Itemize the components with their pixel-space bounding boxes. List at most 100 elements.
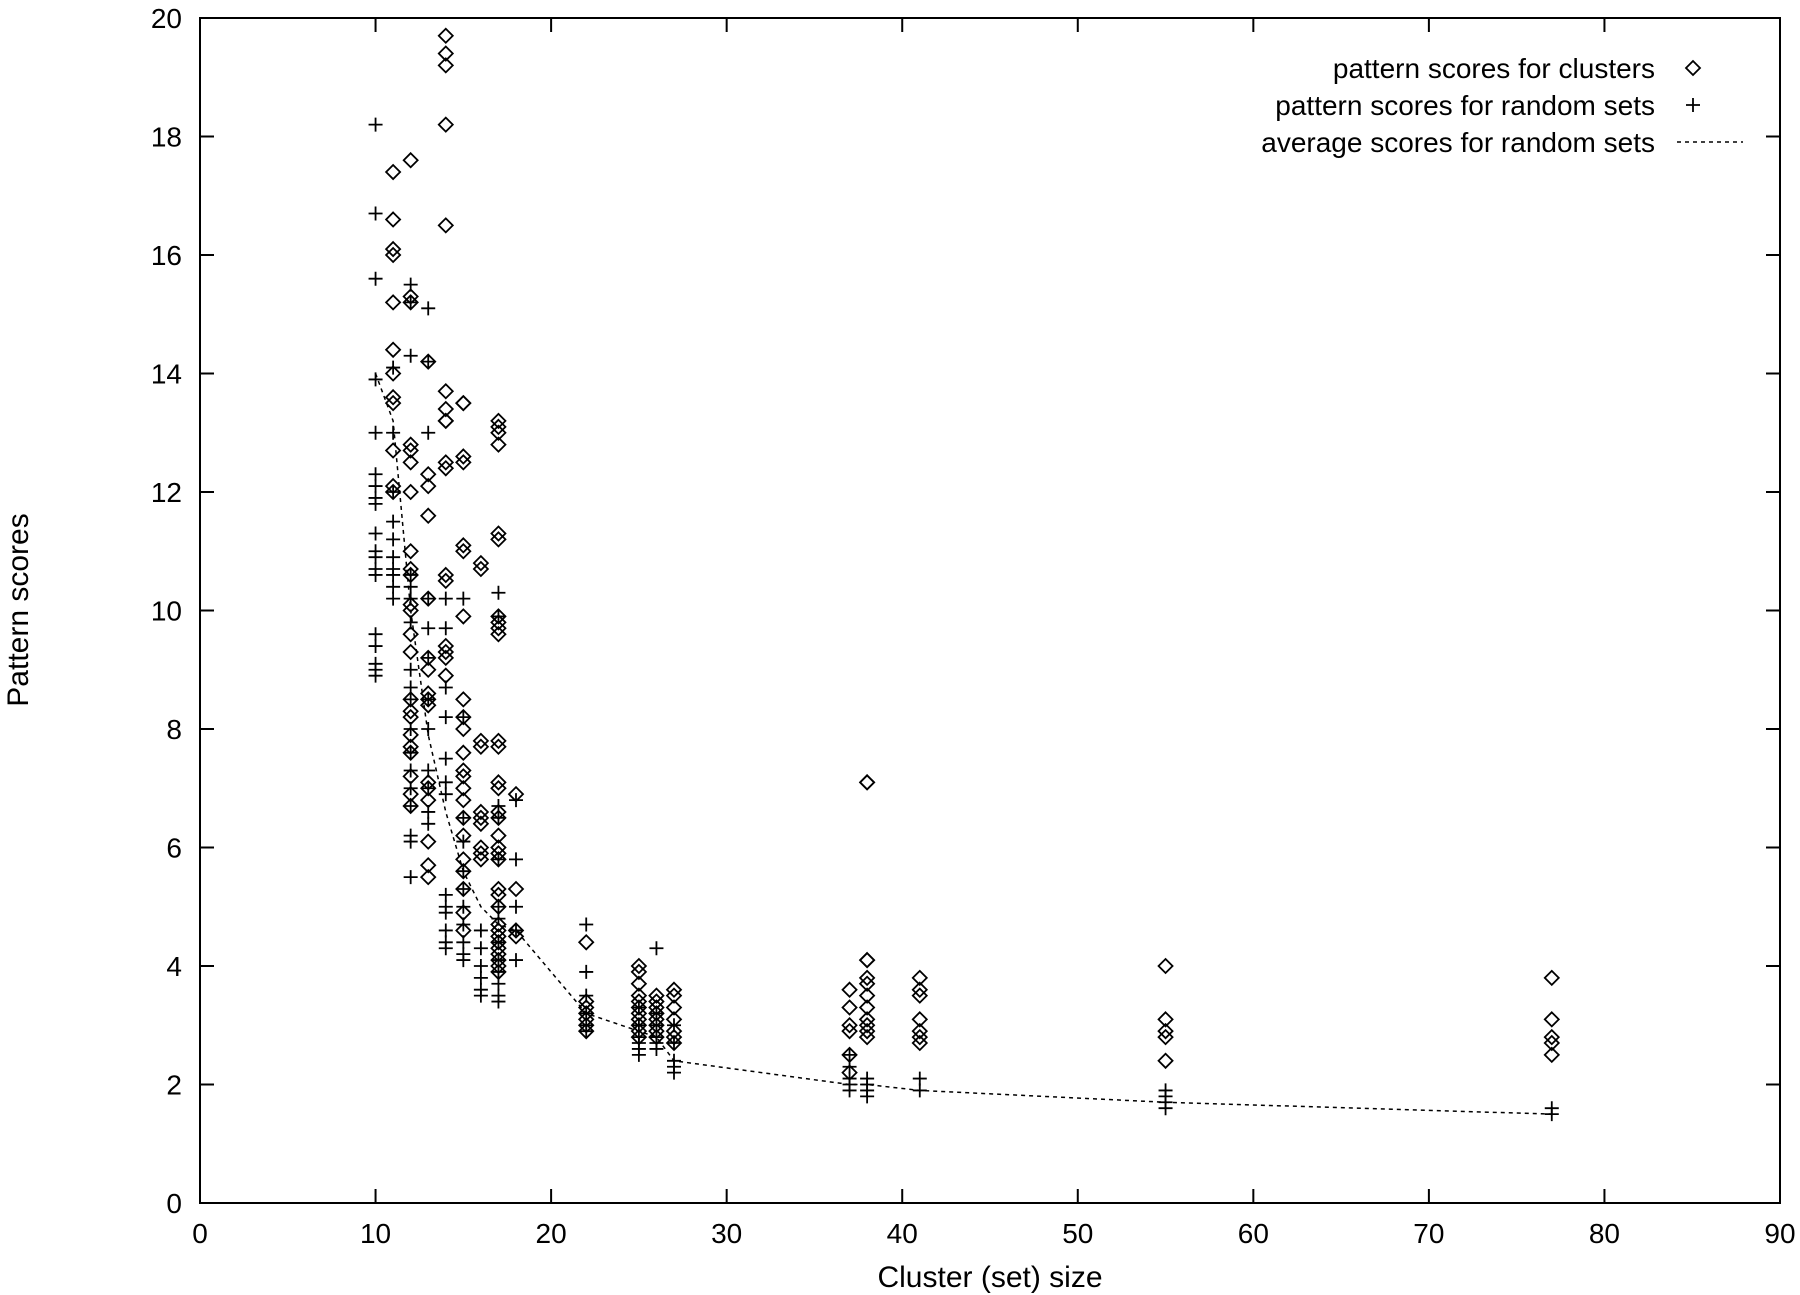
cluster-score-point	[858, 1016, 876, 1034]
random-set-score-point	[438, 905, 453, 920]
random-set-score-point	[438, 787, 453, 802]
x-axis-label: Cluster (set) size	[877, 1261, 1102, 1294]
random-set-score-point	[631, 1047, 646, 1062]
random-set-score-point	[579, 1006, 594, 1021]
random-set-score-point	[456, 864, 471, 879]
cluster-score-point	[455, 454, 472, 471]
x-tick-label: 0	[192, 1218, 208, 1249]
cluster-score-point	[402, 151, 419, 169]
random-set-score-point	[473, 959, 488, 973]
y-tick-label: 16	[151, 240, 182, 271]
cluster-score-point	[472, 554, 490, 572]
random-set-score-point	[403, 763, 418, 778]
cluster-score-point	[1543, 1046, 1561, 1064]
cluster-score-point	[437, 566, 455, 584]
cluster-score-point	[1543, 1011, 1561, 1028]
cluster-score-point	[402, 436, 419, 453]
random-set-score-point	[860, 1089, 875, 1104]
cluster-score-point	[472, 560, 490, 578]
cluster-score-point	[384, 365, 402, 382]
cluster-score-point	[490, 827, 507, 844]
cluster-score-point	[490, 625, 507, 643]
random-set-score-point	[368, 567, 383, 582]
random-set-score-point	[368, 271, 383, 286]
random-set-score-point	[403, 680, 418, 695]
cluster-score-point	[911, 981, 929, 998]
random-set-score-point	[368, 496, 383, 511]
random-set-score-point	[473, 923, 488, 938]
cluster-score-point	[858, 774, 876, 791]
random-set-score-point	[368, 467, 383, 482]
cluster-score-point	[437, 45, 455, 62]
x-tick-label: 30	[711, 1218, 742, 1249]
y-tick-label: 2	[166, 1070, 182, 1101]
cluster-score-point	[437, 649, 455, 667]
random-set-score-point	[438, 887, 453, 902]
random-set-score-point	[456, 881, 471, 896]
random-set-score-point	[491, 911, 506, 926]
random-set-score-point	[368, 372, 383, 387]
cluster-score-point	[437, 116, 455, 133]
cluster-score-point	[437, 57, 455, 74]
random-set-score-point	[386, 360, 401, 375]
cluster-score-point	[472, 845, 490, 862]
random-set-score-point	[403, 567, 418, 582]
random-set-score-point	[438, 923, 453, 938]
random-set-score-point	[631, 1018, 646, 1033]
random-set-score-point	[667, 1018, 681, 1033]
random-set-score-point	[456, 935, 471, 950]
cluster-score-point	[1157, 1028, 1174, 1046]
random-set-score-point	[421, 781, 436, 796]
average-score-line	[374, 373, 1552, 1115]
cluster-score-point	[858, 1011, 876, 1028]
random-set-score-point	[368, 627, 383, 642]
cluster-score-point	[858, 969, 876, 987]
random-set-score-point	[421, 692, 436, 707]
random-set-score-point	[456, 917, 471, 932]
x-tick-label: 10	[360, 1218, 391, 1249]
random-set-score-point	[421, 621, 436, 636]
random-set-score-point	[473, 970, 488, 985]
random-set-score-point	[421, 301, 436, 316]
random-set-score-point	[842, 1047, 857, 1062]
y-tick-label: 0	[166, 1188, 182, 1219]
random-set-score-point	[421, 650, 436, 665]
cluster-score-point	[841, 981, 858, 998]
cluster-score-point	[455, 394, 472, 412]
random-set-score-point	[403, 745, 418, 760]
cluster-score-point	[648, 987, 665, 1004]
cluster-score-point	[437, 460, 455, 477]
random-set-score-point	[491, 852, 506, 867]
legend-label: average scores for random sets	[1261, 127, 1655, 158]
random-set-score-point	[842, 1059, 857, 1074]
plot-frame	[199, 17, 1781, 1204]
cluster-score-point	[455, 720, 472, 738]
average-line-layer	[374, 373, 1552, 1115]
cluster-score-point	[437, 400, 455, 418]
random-set-score-point	[491, 964, 506, 979]
random-set-score-point	[403, 692, 418, 707]
random-set-score-point	[368, 425, 383, 440]
y-tick-label: 20	[151, 3, 182, 34]
random-set-score-point	[438, 680, 453, 695]
cluster-score-point	[507, 928, 525, 945]
random-set-score-point	[649, 1041, 664, 1056]
cluster-score-point	[858, 1022, 876, 1040]
cluster-score-point	[402, 454, 419, 471]
cluster-score-point	[472, 815, 490, 833]
cluster-score-point	[858, 999, 876, 1016]
cluster-score-point	[490, 779, 507, 797]
cluster-score-point	[841, 1016, 858, 1034]
y-tick-label: 18	[151, 122, 182, 153]
random-set-score-point	[403, 722, 418, 736]
random-set-score-point	[491, 609, 506, 624]
legend-marker-diamond	[1684, 59, 1702, 77]
x-tick-label: 50	[1062, 1218, 1093, 1249]
random-set-score-point	[456, 810, 471, 825]
random-set-score-point	[649, 941, 664, 956]
random-set-score-point	[386, 591, 401, 606]
random-set-score-point	[438, 941, 453, 956]
cluster-score-point	[911, 1011, 929, 1028]
cluster-score-point	[490, 620, 507, 637]
cluster-score-point	[490, 916, 507, 933]
